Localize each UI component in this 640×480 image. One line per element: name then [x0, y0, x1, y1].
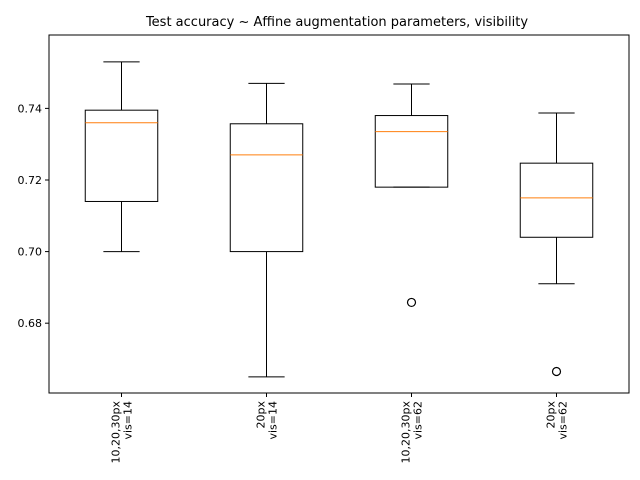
y-tick-label: 0.68 [18, 317, 43, 330]
iqr-box [84, 109, 159, 202]
x-axis: 10,20,30pxvis=14 20pxvis=14 10,20,30pxvis=… [110, 393, 570, 463]
box-group [519, 112, 594, 377]
x-tick-label: 20pxvis=14 [255, 401, 280, 440]
iqr-box [229, 123, 304, 253]
box-group [84, 61, 159, 253]
x-tick-label: 10,20,30pxvis=14 [110, 401, 135, 464]
y-axis: 0.68 0.70 0.72 0.74 [18, 102, 49, 330]
outlier-point [551, 366, 562, 377]
iqr-box [519, 162, 594, 238]
box-group [374, 83, 449, 308]
box-group [229, 82, 304, 378]
y-tick-label: 0.74 [18, 102, 43, 115]
boxes-layer [84, 61, 594, 378]
iqr-box [374, 115, 449, 188]
y-tick-label: 0.72 [18, 174, 43, 187]
y-tick-label: 0.70 [18, 246, 43, 259]
x-tick-label: 20pxvis=62 [545, 401, 570, 440]
plot-area [48, 34, 630, 394]
chart-title: Test accuracy ~ Affine augmentation para… [145, 15, 528, 30]
outlier-point [406, 297, 417, 308]
x-tick-label: 10,20,30pxvis=62 [400, 401, 425, 464]
